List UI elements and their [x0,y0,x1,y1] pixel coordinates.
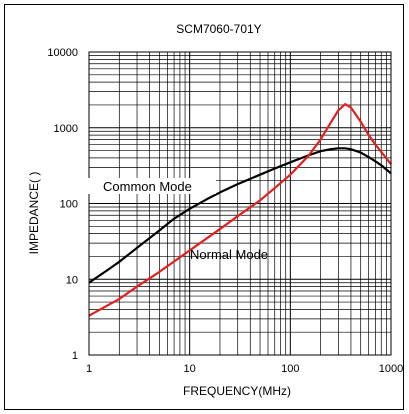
y-tick-label: 1 [72,350,78,362]
y-axis-label: IMPEDANCE( ) [27,172,41,255]
x-tick-label: 1 [86,363,92,375]
y-tick-label: 100 [60,199,78,211]
normal-mode-label: Normal Mode [190,247,268,262]
normal-mode-line [89,104,391,316]
x-axis-label: FREQUENCY(MHz) [183,384,291,398]
x-tick-label: 100 [281,363,299,375]
grid [89,52,391,355]
x-tick-label: 1000 [379,363,403,375]
chart-title: SCM7060-701Y [176,22,261,36]
y-tick-label: 10 [66,274,78,286]
x-tick-label: 10 [184,363,196,375]
y-tick-label: 10000 [47,47,78,59]
series-lines [89,104,391,316]
y-tick-label: 1000 [54,123,78,135]
common-mode-label: Common Mode [103,179,192,194]
